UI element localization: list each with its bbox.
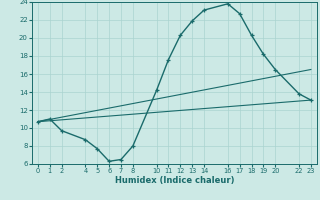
X-axis label: Humidex (Indice chaleur): Humidex (Indice chaleur) <box>115 176 234 185</box>
